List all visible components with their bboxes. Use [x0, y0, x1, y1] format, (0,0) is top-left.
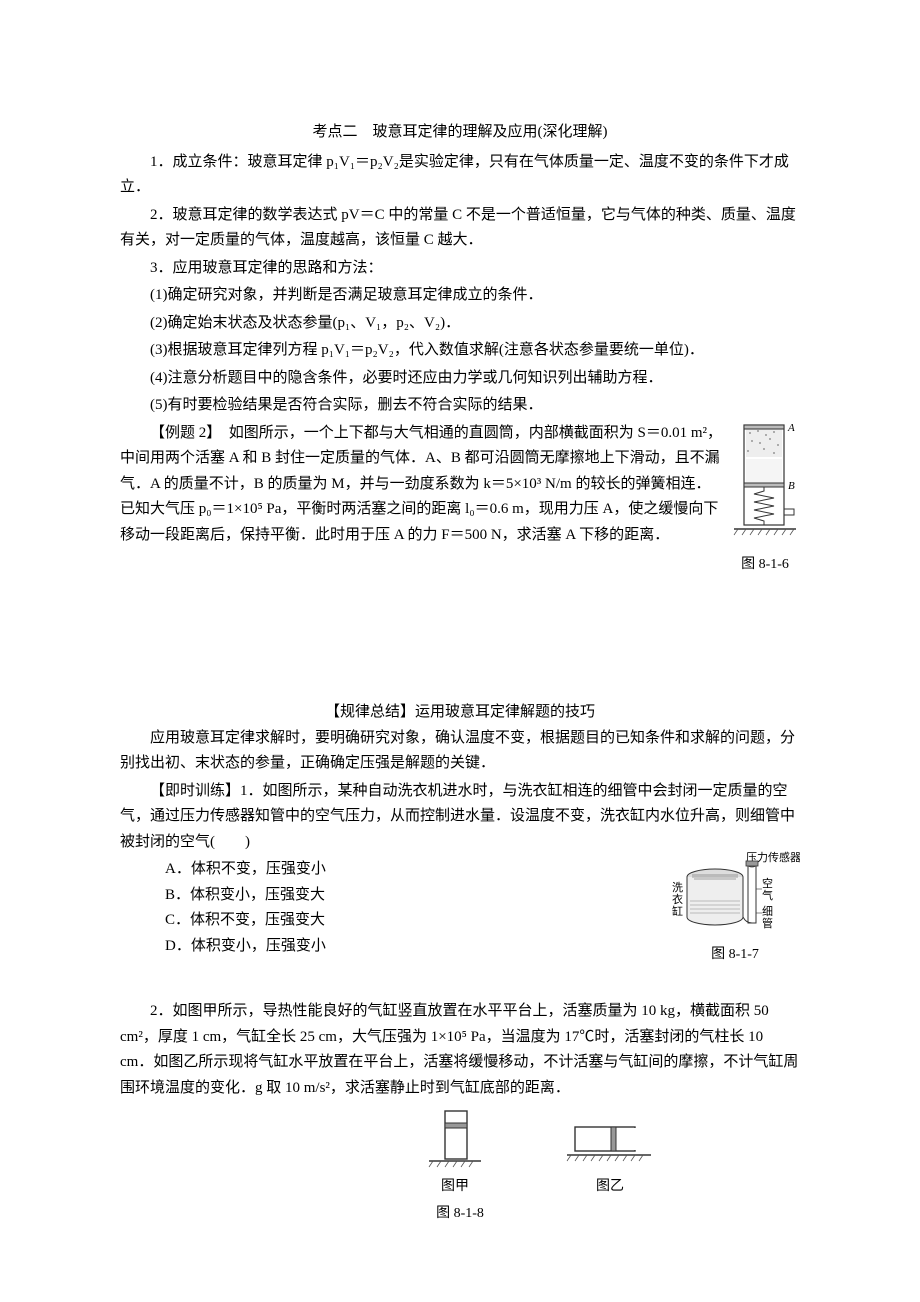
- rule-summary-body: 应用玻意耳定律求解时，要明确研究对象，确认温度不变，根据题目的已知条件和求解的问…: [120, 726, 800, 777]
- figure-jia: 图甲: [425, 1105, 485, 1199]
- step-1: (1)确定研究对象，并判断是否满足玻意耳定律成立的条件．: [120, 283, 800, 309]
- label-tube-1: 细: [762, 905, 773, 918]
- label-tube-2: 管: [762, 916, 773, 930]
- cylinder-spring-diagram: A B: [730, 421, 800, 551]
- step-2: (2)确定始末状态及状态参量(p₁、V₁，p₂、V₂)．: [120, 311, 800, 337]
- label-yi: 图乙: [565, 1175, 655, 1199]
- label-B: B: [788, 480, 795, 492]
- training-1-stem: 【即时训练】1．如图所示，某种自动洗衣机进水时，与洗衣缸相连的细管中会封闭一定质…: [120, 779, 800, 856]
- paragraph-1: 1．成立条件：玻意耳定律 p₁V₁＝p₂V₂是实验定律，只有在气体质量一定、温度…: [120, 150, 800, 201]
- figure-8-1-8-caption: 图 8-1-8: [120, 1202, 800, 1226]
- label-washtub-3: 缸: [672, 904, 683, 918]
- paragraph-2: 2．玻意耳定律的数学表达式 pV＝C 中的常量 C 不是一个普适恒量，它与气体的…: [120, 203, 800, 254]
- label-air-2: 气: [762, 888, 773, 902]
- step-3: (3)根据玻意耳定律列方程 p₁V₁＝p₂V₂，代入数值求解(注意各状态参量要统…: [120, 338, 800, 364]
- step-5: (5)有时要检验结果是否符合实际，删去不符合实际的结果．: [120, 393, 800, 419]
- rule-summary-title: 【规律总结】运用玻意耳定律解题的技巧: [120, 700, 800, 726]
- label-A: A: [787, 422, 795, 434]
- figure-8-1-8: 图甲: [120, 1105, 800, 1225]
- section-title: 考点二 玻意耳定律的理解及应用(深化理解): [120, 120, 800, 146]
- step-4: (4)注意分析题目中的隐含条件，必要时还应由力学或几何知识列出辅助方程．: [120, 366, 800, 392]
- training-2-text: 2．如图甲所示，导热性能良好的气缸竖直放置在水平平台上，活塞质量为 10 kg，…: [120, 999, 800, 1101]
- label-washtub-2: 衣: [672, 892, 683, 906]
- washing-machine-diagram: 压力传感器 洗 衣 缸: [670, 851, 800, 941]
- figure-yi: 图乙: [565, 1105, 655, 1199]
- figure-8-1-6: A B 图 8-1-6: [730, 421, 800, 577]
- figure-8-1-6-caption: 图 8-1-6: [730, 553, 800, 577]
- label-jia: 图甲: [425, 1175, 485, 1199]
- example-2-text: 【例题 2】 如图所示，一个上下都与大气相通的直圆筒，内部横截面积为 S＝0.0…: [120, 421, 800, 549]
- figure-8-1-7-caption: 图 8-1-7: [670, 943, 800, 967]
- label-air-1: 空: [762, 876, 773, 890]
- label-washtub-1: 洗: [672, 881, 683, 894]
- figure-8-1-7: 压力传感器 洗 衣 缸: [670, 851, 800, 967]
- paragraph-3: 3．应用玻意耳定律的思路和方法：: [120, 256, 800, 282]
